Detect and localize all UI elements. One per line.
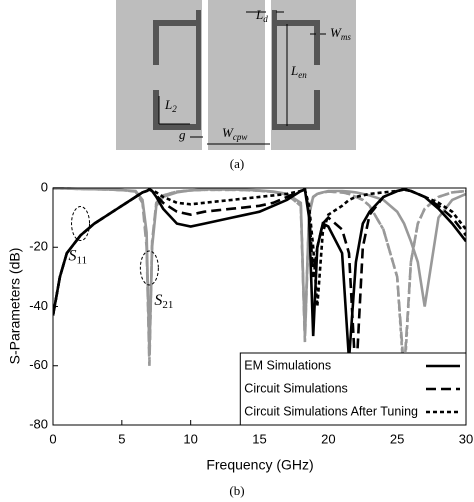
label-main: W (330, 25, 342, 40)
caption: (a) (230, 156, 244, 171)
y-tick-label: 0 (41, 179, 48, 194)
y-tick-label: -80 (29, 416, 48, 431)
x-tick-label: 30 (459, 431, 473, 446)
dim-label: Wcpw (222, 125, 247, 142)
dimension-lines (158, 11, 326, 145)
label-main: g (179, 127, 186, 142)
y-axis-label: S-Parameters (dB) (7, 248, 23, 365)
series-line (53, 187, 466, 372)
series-line (53, 187, 466, 381)
dim-label: Wms (330, 25, 351, 42)
x-tick-label: 25 (390, 431, 404, 446)
x-axis-label: Frequency (GHz) (206, 457, 313, 473)
dim-label: Ld (255, 7, 268, 24)
legend-label: Circuit Simulations (244, 381, 348, 395)
annotation-subscript: 11 (77, 254, 88, 266)
caption: (b) (229, 483, 244, 498)
y-tick-label: -60 (29, 357, 48, 372)
annotation-label: S (154, 292, 162, 309)
dim-label: g (179, 127, 186, 142)
x-tick-label: 0 (49, 431, 56, 446)
x-tick-label: 5 (118, 431, 125, 446)
label-sub: 2 (172, 104, 177, 114)
dim-label: L2 (164, 97, 177, 114)
label-sub: ms (341, 32, 351, 42)
resonator-left (153, 10, 201, 130)
series-line (53, 187, 466, 316)
annotation-ellipse (139, 250, 159, 286)
label-main: W (222, 125, 234, 140)
legend-label: EM Simulations (244, 358, 331, 372)
annotation: S21 (154, 292, 173, 311)
series-line (53, 187, 466, 381)
annotation-ellipse (71, 206, 91, 242)
annotation: S11 (69, 247, 88, 266)
label-main: L (255, 7, 263, 22)
x-tick-label: 15 (252, 431, 266, 446)
dim-label: Len (290, 63, 307, 80)
annotation-subscript: 21 (162, 299, 173, 311)
layout-diagram: Ld Wms Len L2 g Wcpw (a) (116, 0, 356, 171)
signal-strip (208, 0, 265, 150)
series-line (53, 187, 466, 354)
series-line (53, 187, 466, 360)
label-sub: en (298, 70, 307, 80)
label-sub: cpw (233, 132, 248, 142)
legend-label: Circuit Simulations After Tuning (244, 404, 418, 418)
label-main: L (164, 97, 172, 112)
y-tick-label: -40 (29, 298, 48, 313)
label-main: L (290, 63, 298, 78)
x-tick-label: 10 (183, 431, 197, 446)
y-tick-label: -20 (29, 239, 48, 254)
x-tick-label: 20 (321, 431, 335, 446)
resonator-right (272, 10, 320, 130)
label-sub: d (263, 14, 268, 24)
annotation-label: S (69, 247, 77, 264)
